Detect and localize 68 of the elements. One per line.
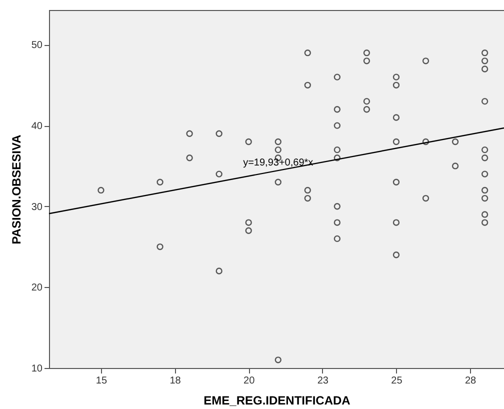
- point: [392, 138, 400, 146]
- point: [392, 252, 400, 258]
- y-tick-label: 10: [31, 364, 43, 374]
- point: [481, 154, 488, 162]
- point: [274, 178, 282, 186]
- point: [245, 219, 252, 226]
- point: [304, 49, 311, 56]
- x-tick-label: 23: [317, 376, 329, 386]
- point: [156, 243, 164, 250]
- x-tick-label: 20: [244, 376, 256, 386]
- point: [481, 219, 488, 226]
- point: [481, 98, 488, 105]
- point: [216, 170, 222, 178]
- point: [422, 58, 430, 64]
- y-tick-label: 20: [31, 282, 43, 294]
- x-tick-label: 15: [96, 376, 108, 386]
- y-axis-title: PASION.OBSESIVA: [9, 134, 24, 244]
- point: [334, 146, 341, 154]
- point: [334, 219, 341, 226]
- point: [481, 49, 488, 56]
- point: [186, 154, 193, 162]
- point: [304, 82, 311, 88]
- x-axis-title: EME_REG.IDENTIFICADA: [204, 394, 351, 408]
- point: [274, 356, 282, 364]
- y-tick-label: 30: [31, 202, 43, 213]
- point: [481, 58, 488, 64]
- y-tick-label: 50: [31, 40, 43, 52]
- point: [363, 49, 370, 56]
- point: [186, 130, 193, 137]
- point: [245, 227, 252, 234]
- point: [216, 268, 222, 274]
- point: [216, 130, 222, 137]
- point: [334, 74, 341, 80]
- point: [392, 219, 400, 226]
- x-tick-label: 25: [391, 376, 403, 386]
- point: [481, 146, 488, 154]
- y-tick-label: 40: [31, 121, 43, 132]
- point: [452, 138, 459, 146]
- point: [481, 194, 488, 202]
- x-tick-label: 28: [464, 376, 477, 386]
- point: [274, 138, 282, 146]
- point: [392, 178, 400, 186]
- point: [363, 58, 370, 64]
- point: [98, 186, 104, 194]
- point: [363, 98, 370, 105]
- point: [452, 162, 459, 170]
- point: [392, 82, 400, 88]
- point: [334, 122, 341, 129]
- point: [274, 146, 282, 154]
- point: [481, 66, 488, 72]
- point: [392, 114, 400, 121]
- x-tick-label: 18: [170, 376, 182, 386]
- point: [481, 170, 488, 178]
- point: [334, 106, 341, 113]
- point: [422, 194, 430, 202]
- point: [245, 138, 252, 146]
- point: [334, 203, 341, 210]
- point: [304, 194, 311, 202]
- point: [334, 235, 341, 242]
- point: [392, 74, 400, 80]
- point: [481, 211, 488, 218]
- point: [304, 186, 311, 194]
- point: [156, 178, 164, 186]
- point: [334, 154, 341, 162]
- point: [481, 186, 488, 194]
- point: [363, 106, 370, 113]
- annotation: y=19,93+0,69*x: [243, 158, 314, 169]
- point: [422, 138, 430, 146]
